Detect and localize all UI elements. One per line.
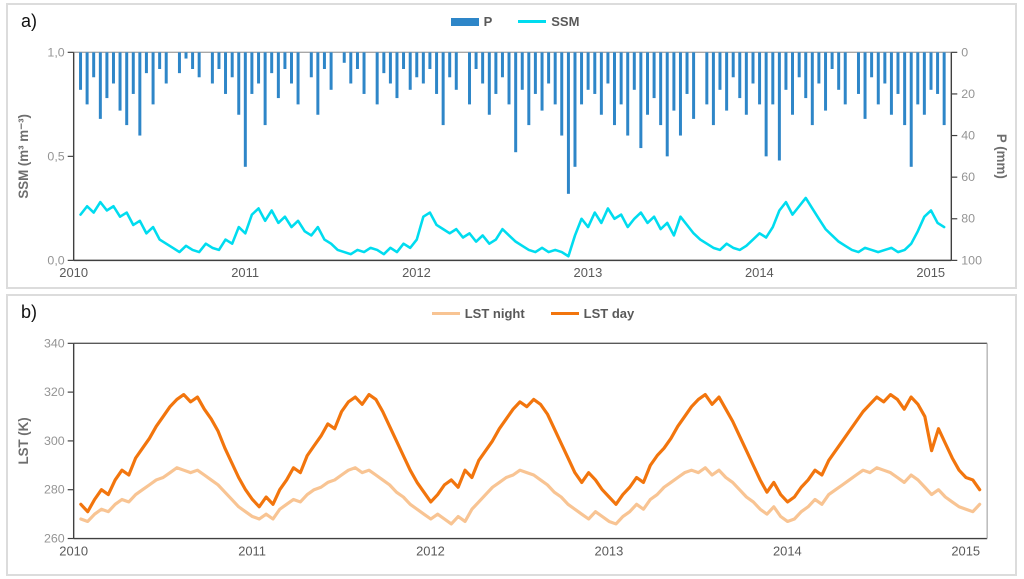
svg-text:260: 260: [44, 532, 65, 546]
svg-text:SSM (m³ m⁻³): SSM (m³ m⁻³): [16, 114, 31, 199]
svg-text:100: 100: [961, 253, 982, 267]
svg-text:340: 340: [44, 336, 65, 350]
svg-text:280: 280: [44, 483, 65, 497]
legend-item-lst-night: LST night: [431, 306, 525, 321]
ssm-precipitation-chart: 1,0 0,5 0,0 0 20 40 60 80 100 2010 2011 2012 2013 201…: [16, 45, 1009, 280]
svg-text:0,0: 0,0: [47, 253, 64, 267]
svg-text:2014: 2014: [773, 543, 802, 558]
svg-text:20: 20: [961, 87, 975, 101]
svg-text:0: 0: [961, 45, 968, 59]
svg-text:2013: 2013: [574, 265, 603, 280]
svg-text:2011: 2011: [231, 265, 259, 280]
legend-item-p: P: [450, 14, 493, 29]
svg-text:300: 300: [44, 434, 65, 448]
svg-text:LST (K): LST (K): [16, 417, 31, 464]
panel-b-lst: b) LST night LST day 340 320 300 280 260 2010…: [6, 294, 1017, 576]
panel-a-legend: P SSM: [74, 14, 956, 29]
legend-label-lst-night: LST night: [464, 306, 525, 321]
svg-text:P (mm): P (mm): [994, 134, 1009, 179]
svg-text:60: 60: [961, 170, 975, 184]
svg-text:40: 40: [961, 129, 975, 143]
svg-text:2012: 2012: [402, 265, 431, 280]
lst-night-line-swatch-icon: [431, 312, 460, 315]
panel-a-ssm-precip: a) P SSM 1,0 0,5 0,0 0 20 40 60 80 100 2010 2011 20…: [6, 3, 1017, 289]
legend-item-lst-day: LST day: [550, 306, 635, 321]
svg-text:320: 320: [44, 385, 65, 399]
legend-item-ssm: SSM: [518, 14, 579, 29]
svg-text:2013: 2013: [595, 543, 624, 558]
precip-bar-swatch-icon: [450, 17, 479, 26]
svg-text:2015: 2015: [916, 265, 945, 280]
lst-day-line-swatch-icon: [550, 312, 579, 315]
panel-b-label: b): [21, 302, 38, 322]
panel-a-label: a): [21, 11, 38, 31]
svg-text:2012: 2012: [416, 543, 445, 558]
svg-text:2010: 2010: [59, 265, 88, 280]
svg-text:2011: 2011: [238, 543, 266, 558]
svg-text:0,5: 0,5: [47, 149, 64, 163]
panel-b-legend: LST night LST day: [74, 306, 992, 321]
ssm-line-swatch-icon: [518, 20, 547, 23]
svg-text:2015: 2015: [951, 543, 980, 558]
legend-label-p: P: [483, 14, 493, 29]
svg-text:2010: 2010: [59, 543, 88, 558]
svg-text:1,0: 1,0: [47, 45, 64, 59]
svg-text:80: 80: [961, 212, 975, 226]
legend-label-ssm: SSM: [551, 14, 580, 29]
legend-label-lst-day: LST day: [583, 306, 635, 321]
svg-text:2014: 2014: [745, 265, 774, 280]
